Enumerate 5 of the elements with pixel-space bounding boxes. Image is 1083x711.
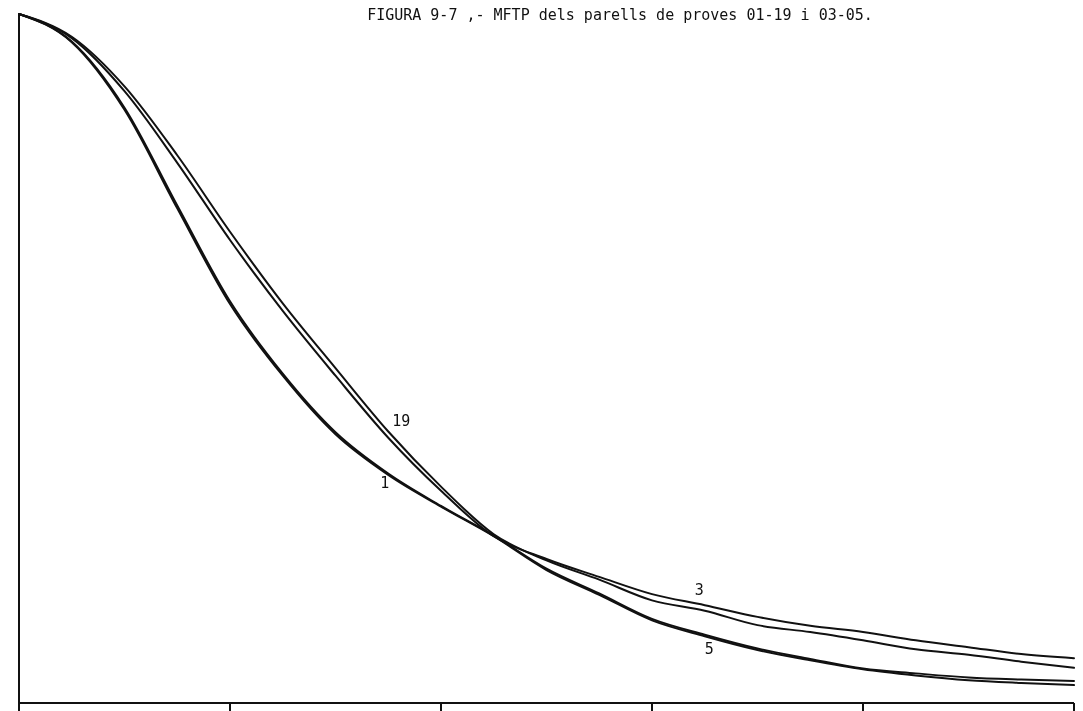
series-label: 1 (380, 473, 390, 492)
series-label: 3 (694, 581, 704, 600)
series-label: 19 (392, 411, 411, 430)
series-label: 5 (704, 640, 714, 659)
chart-title: FIGURA 9-7 ,- MFTP dels parells de proves 01-19 i 03-05. (367, 6, 873, 24)
